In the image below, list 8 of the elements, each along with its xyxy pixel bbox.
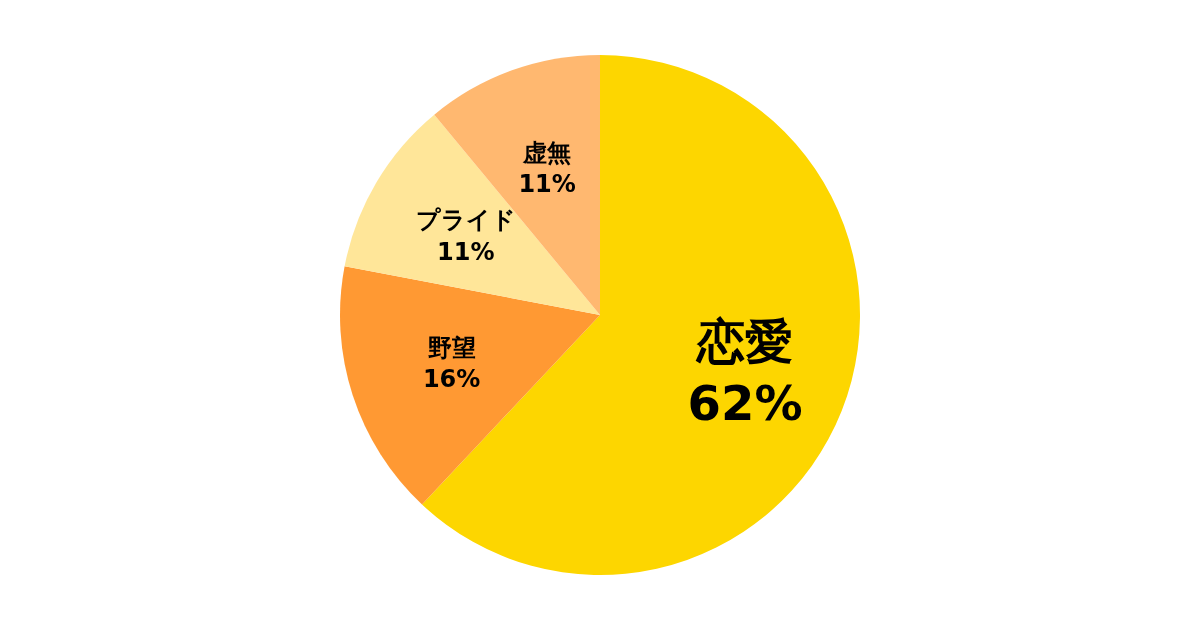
data-label: 16%: [422, 365, 481, 394]
slice-label: 恋愛: [695, 313, 794, 370]
data-label: 11%: [437, 237, 495, 266]
data-label: 11%: [518, 170, 576, 199]
data-label: 62%: [687, 375, 803, 432]
slice-label: 虚無: [522, 139, 572, 168]
slice-label: プライド: [415, 206, 516, 235]
slice-label: 野望: [427, 334, 476, 363]
